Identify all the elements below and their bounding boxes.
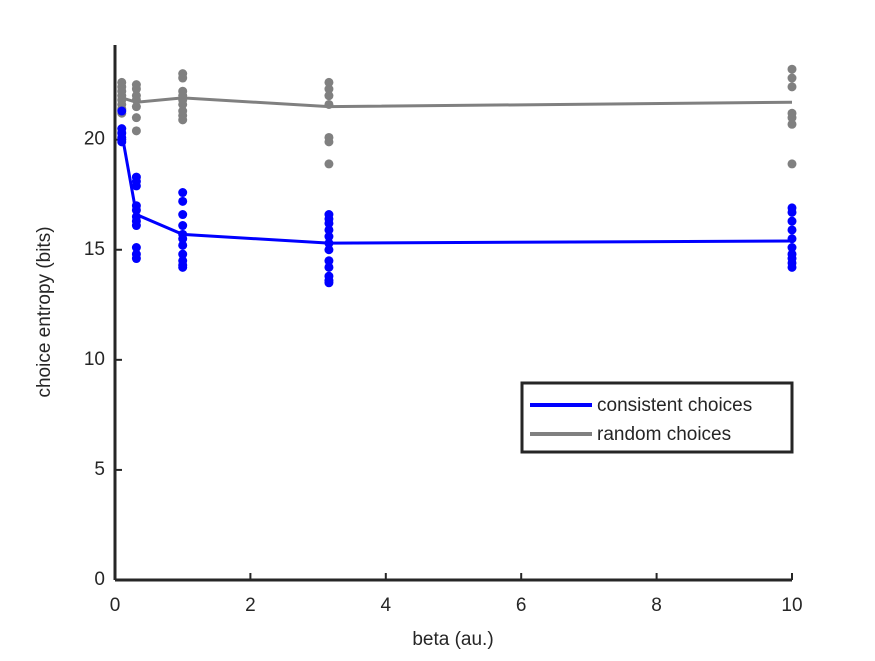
data-point [131,126,141,136]
data-point [324,245,334,255]
data-point [178,115,188,125]
data-point [787,82,797,92]
y-tick-label: 15 [84,239,105,260]
data-point [178,73,188,83]
data-point [131,181,141,191]
data-point [787,216,797,226]
data-point [787,207,797,217]
data-point [178,221,188,231]
x-tick-label: 10 [781,595,802,616]
data-point [324,225,334,235]
data-point [324,278,334,288]
y-tick-label: 20 [84,129,105,150]
data-point [117,106,127,116]
data-point [324,91,334,101]
legend-label: consistent choices [597,395,752,416]
data-point [178,262,188,272]
data-point [324,137,334,147]
data-point [131,84,141,94]
data-point [178,196,188,206]
y-tick-label: 0 [94,569,105,590]
data-point [324,84,334,94]
x-axis-label: beta (au.) [412,629,493,650]
data-point [324,218,334,228]
data-point [787,243,797,253]
data-point [131,254,141,264]
y-axis-label: choice entropy (bits) [34,226,55,397]
line [120,132,793,245]
data-point [178,210,188,220]
data-point [324,232,334,242]
data-point [787,262,797,272]
y-tick-label: 10 [84,349,105,370]
y-tick-label: 5 [94,459,105,480]
x-tick-label: 2 [245,595,256,616]
legend-box [520,381,794,454]
legend-label: random choices [597,424,731,445]
data-point [131,102,141,112]
data-point [787,113,797,123]
line [121,96,793,109]
data-point [787,119,797,129]
data-point [131,221,141,231]
x-tick-label: 6 [516,595,527,616]
x-tick-label: 0 [110,595,121,616]
data-point [787,159,797,169]
data-point [131,243,141,253]
data-point [178,249,188,259]
data-point [178,99,188,109]
x-tick-label: 8 [651,595,662,616]
data-point [178,188,188,198]
data-point [178,234,188,244]
data-point [324,159,334,169]
x-tick-label: 4 [381,595,392,616]
data-point [324,77,334,87]
data-point [787,225,797,235]
data-point [324,256,334,266]
data-point [787,64,797,74]
data-point [178,240,188,250]
data-point [324,262,334,272]
data-point [787,73,797,83]
data-point [131,113,141,123]
